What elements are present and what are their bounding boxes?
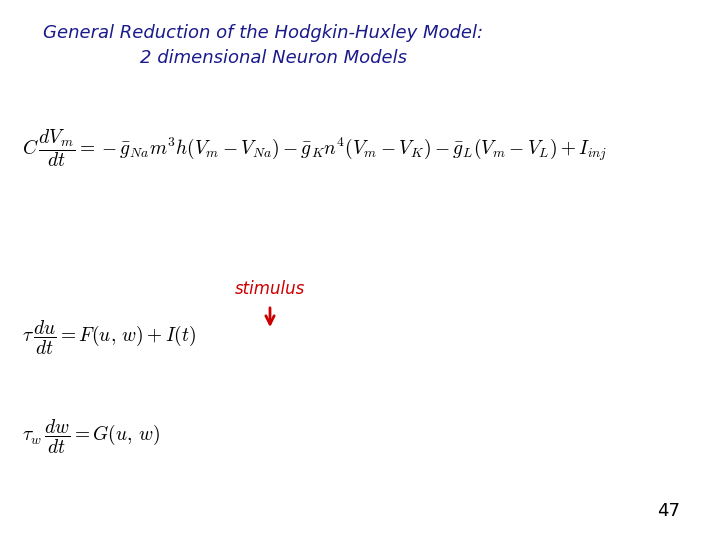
- Text: 2 dimensional Neuron Models: 2 dimensional Neuron Models: [140, 49, 408, 66]
- Text: $C\,\dfrac{dV_m}{dt} = -\bar{g}_{Na}m^3h(V_m - V_{Na}) - \bar{g}_K n^4(V_m - V_K: $C\,\dfrac{dV_m}{dt} = -\bar{g}_{Na}m^3h…: [22, 128, 607, 169]
- Text: stimulus: stimulus: [235, 280, 305, 298]
- Text: 47: 47: [657, 502, 680, 520]
- Text: General Reduction of the Hodgkin-Huxley Model:: General Reduction of the Hodgkin-Huxley …: [43, 24, 483, 42]
- Text: $\tau_w\,\dfrac{dw}{dt} = G(u,\,w)$: $\tau_w\,\dfrac{dw}{dt} = G(u,\,w)$: [22, 418, 160, 456]
- Text: $\tau\,\dfrac{du}{dt} = F(u,\,w) + I(t)$: $\tau\,\dfrac{du}{dt} = F(u,\,w) + I(t)$: [22, 319, 196, 356]
